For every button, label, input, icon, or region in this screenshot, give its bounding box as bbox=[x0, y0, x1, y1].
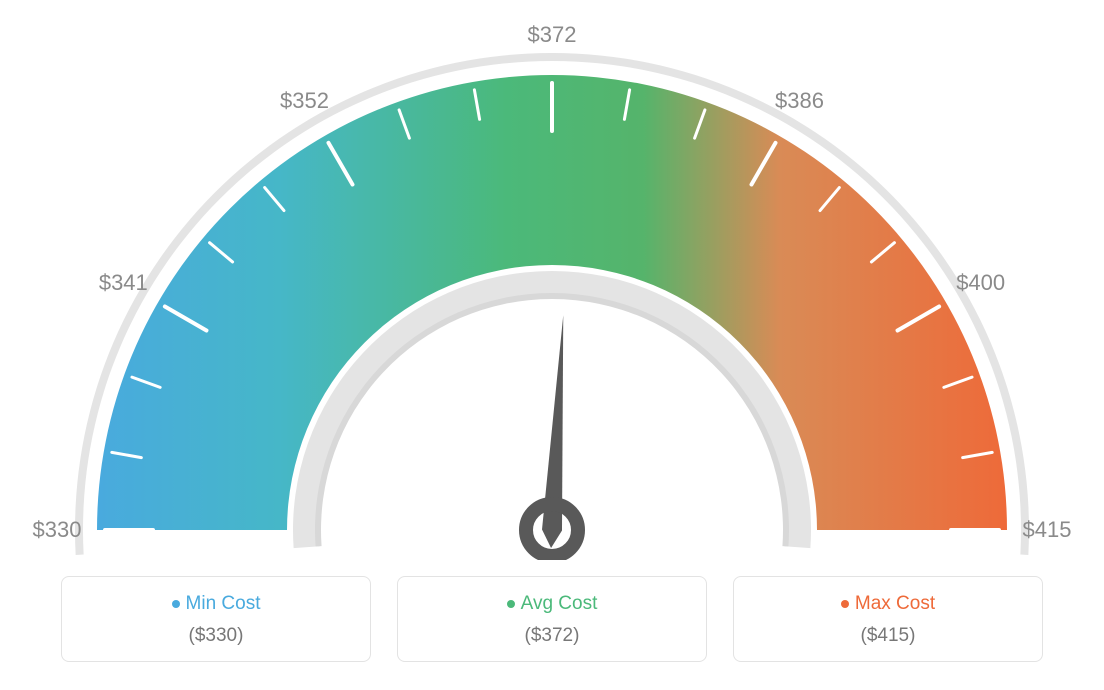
legend-title-avg: Avg Cost bbox=[408, 593, 696, 615]
gauge-tick-label: $330 bbox=[33, 517, 82, 543]
legend-value-min: ($330) bbox=[72, 625, 360, 647]
gauge-tick-label: $400 bbox=[956, 270, 1005, 296]
gauge-tick-label: $341 bbox=[99, 270, 148, 296]
legend-title-max-text: Max Cost bbox=[855, 593, 935, 614]
legend-dot-max bbox=[841, 600, 849, 608]
legend-card-max: Max Cost ($415) bbox=[733, 576, 1043, 662]
legend-dot-min bbox=[172, 600, 180, 608]
gauge-tick-label: $352 bbox=[280, 88, 329, 114]
legend-dot-avg bbox=[507, 600, 515, 608]
gauge-tick-label: $415 bbox=[1023, 517, 1072, 543]
gauge-tick-label: $386 bbox=[775, 88, 824, 114]
legend-title-avg-text: Avg Cost bbox=[521, 593, 598, 614]
legend-row: Min Cost ($330) Avg Cost ($372) Max Cost… bbox=[0, 576, 1104, 662]
gauge-tick-label: $372 bbox=[528, 22, 577, 48]
gauge-svg bbox=[0, 0, 1104, 560]
legend-card-avg: Avg Cost ($372) bbox=[397, 576, 707, 662]
legend-value-max: ($415) bbox=[744, 625, 1032, 647]
legend-title-min-text: Min Cost bbox=[186, 593, 261, 614]
legend-title-max: Max Cost bbox=[744, 593, 1032, 615]
legend-title-min: Min Cost bbox=[72, 593, 360, 615]
legend-value-avg: ($372) bbox=[408, 625, 696, 647]
legend-card-min: Min Cost ($330) bbox=[61, 576, 371, 662]
gauge-chart: $330 $341 $352 $372 $386 $400 $415 bbox=[0, 0, 1104, 560]
